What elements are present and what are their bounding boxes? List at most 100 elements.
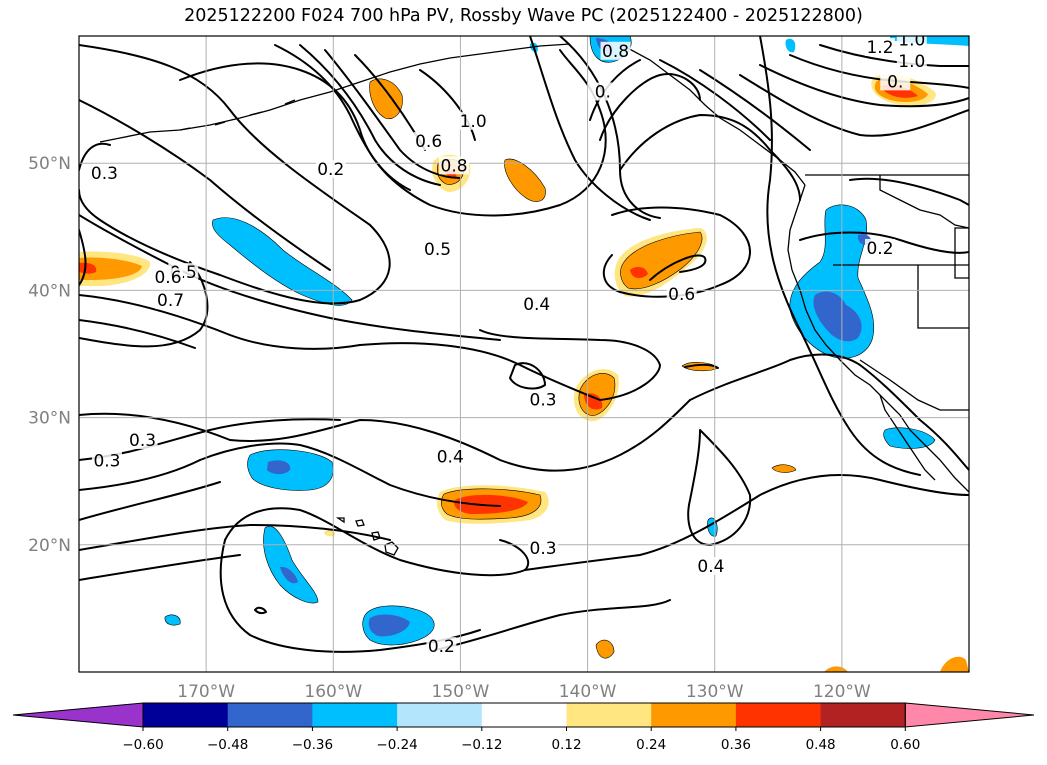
longitude-tick-label: 170°W [177,682,235,702]
contour-value-label: 0.8 [602,42,629,62]
contour-value-label: 0. [595,83,611,103]
contour-line [179,49,607,217]
contour-line [299,44,441,186]
contour-line [699,69,811,151]
pos-red-west-edge [79,262,97,274]
contour-line [79,99,331,271]
contour-value-label: 0.2 [866,239,893,259]
contour-line [659,59,771,141]
colorbar-bin [820,703,906,727]
pos-region-small-hawaii [324,530,336,537]
colorbar-tick-label: 0.24 [636,737,666,753]
contour-line [79,294,361,350]
pos-red-south-central [454,494,528,514]
neg-region-small-dot [164,614,181,626]
contour-line [689,353,969,471]
contour-value-label: 0. [887,72,903,92]
coastline-layer [99,43,969,556]
plot-title: 2025122200 F024 700 hPa PV, Rossby Wave … [184,6,863,26]
colorbar-tick-label: −0.12 [461,737,502,753]
contour-value-label: 0.2 [428,637,455,657]
contour-label-background [413,132,444,151]
contour-value-label: 1.0 [898,30,925,50]
aleutian-islands [179,99,296,131]
contour-label-background [422,240,453,259]
contour-line [79,214,501,341]
contour-value-label: 1.0 [460,112,487,132]
contour-label-background [528,390,559,409]
neg-region-baja [883,427,936,449]
neg-core-california [813,291,862,342]
contour-value-label: 0.3 [530,390,557,410]
contour-value-label: 0.6 [415,132,442,152]
contour-value-label: 0.4 [697,557,724,577]
latitude-tick-label: 50°N [28,154,71,174]
alaska-panhandle-coastline [619,43,806,186]
gridlines [79,36,969,672]
colorbar-tick-label: 0.36 [721,737,751,753]
contour-label-background [315,160,346,179]
contour-line [79,399,691,472]
latitude-tick-label: 20°N [28,536,71,556]
contour-line [79,319,196,349]
colorbar-bin [566,703,652,727]
pos-region-bottom-right [940,656,969,672]
contour-line [599,73,701,141]
contour-line [419,69,476,141]
contour-line [849,177,969,206]
contour-line [799,231,969,254]
contour-line [254,606,267,615]
state-border [859,359,969,411]
contour-label-background [600,41,631,60]
contour-value-label: 0.6 [154,268,181,288]
contour-label-background [865,238,895,257]
neg-region-kuroshio-ext [212,217,353,306]
contour-line [799,329,921,476]
colorbar-bin [481,703,567,727]
colorbar-tick-label: −0.48 [207,737,248,753]
contour-line [619,114,801,201]
colorbar-outline [142,702,906,728]
state-border [917,265,969,329]
contour-line [759,64,969,108]
contour-line [589,59,641,121]
colorbar-tick-label: −0.24 [376,737,417,753]
contour-line [649,254,707,281]
longitude-tick-label: 120°W [813,682,871,702]
contour-label-background [695,556,726,575]
longitude-tick-label: 150°W [432,682,490,702]
pos-red-east-central [630,266,648,279]
contour-label-background [127,431,158,450]
contour-line [224,507,530,577]
latitude-tick-label: 40°N [28,281,71,301]
contour-label-background [896,36,927,49]
colorbar-tick-label: 0.12 [551,737,581,753]
contour-label-background [865,37,895,56]
contour-value-label: 1.0 [898,52,925,72]
contour-value-label: 0.2 [317,160,344,180]
map-area: 1.2 1.01.00.0.80.1.00.60.80.20.30.50.50.6… [79,30,969,672]
colorbar-bin [312,703,398,727]
contour-label-background [528,539,559,558]
neg-core-subtropic-west [267,460,291,475]
pos-region-north-c [504,158,546,202]
contour-line [359,329,661,401]
contour-line [739,74,969,137]
contour-line [509,362,546,390]
colorbar: −0.60 −0.48 −0.36 −0.24 −0.12 0.12 0.24 0.36 0.4… [12,702,1035,753]
colorbar-bin [651,703,737,727]
alaska-coastline [99,43,571,143]
contour-label-background [435,447,466,466]
contour-line [79,418,341,461]
contour-label-background [458,111,489,130]
contour-labels: 1.2 1.01.00.0.80.1.00.60.80.20.30.50.50.6… [89,30,927,657]
neg-core-south-west [280,566,298,584]
contour-value-label: 0.8 [441,156,468,176]
map-frame [78,35,970,673]
contour-value-label: 0.3 [93,451,120,471]
colorbar-bin [143,703,229,727]
contour-label-background [153,268,183,287]
colorbar-extend-high [904,702,1035,728]
contour-value-label: 0.3 [91,164,118,184]
pos-region-small-baja [771,464,797,473]
